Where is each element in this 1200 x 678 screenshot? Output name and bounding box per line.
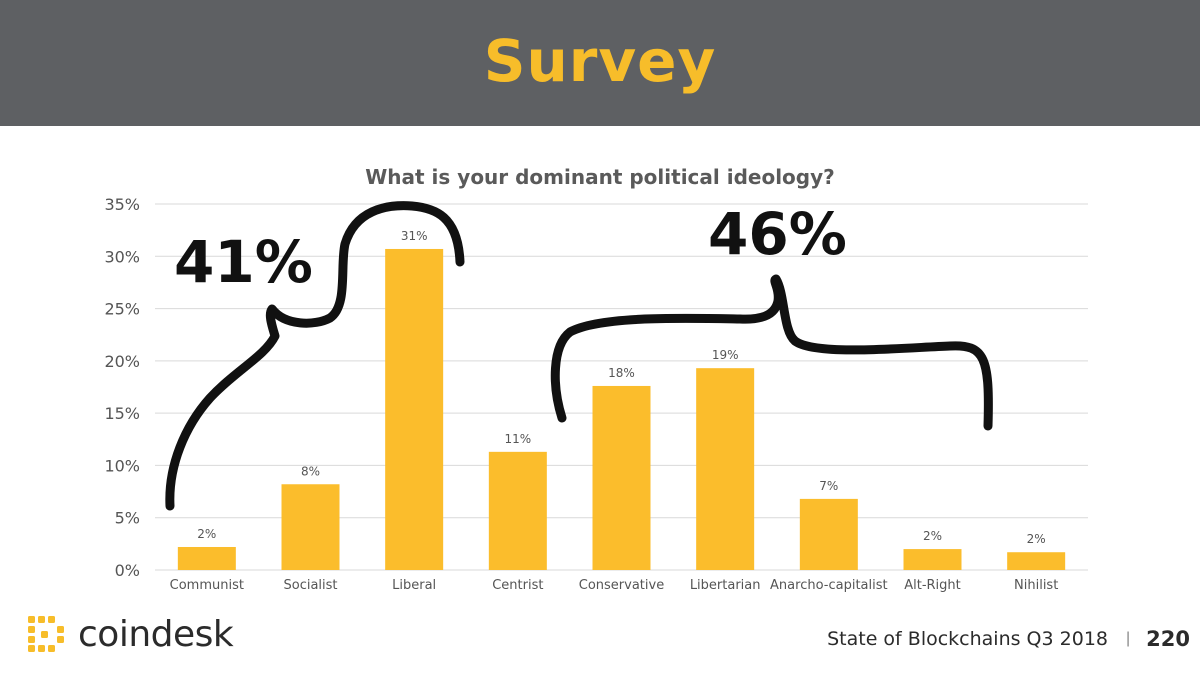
y-tick-label: 35%: [104, 195, 140, 214]
y-tick-label: 30%: [104, 247, 140, 266]
left-group-total: 41%: [174, 228, 313, 296]
brand-logo: coindesk: [26, 612, 234, 656]
x-category-label: Alt-Right: [904, 578, 961, 593]
bar-socialist: [281, 484, 340, 570]
y-tick-label: 5%: [115, 509, 140, 528]
data-label: 8%: [301, 464, 320, 478]
bar-chart: What is your dominant political ideology…: [104, 165, 1088, 593]
y-tick-label: 15%: [104, 404, 140, 423]
x-category-label: Anarcho-capitalist: [770, 578, 888, 593]
data-label: 18%: [608, 366, 635, 380]
coindesk-logo-icon: [28, 616, 64, 652]
bar-nihilist: [1007, 552, 1066, 570]
bar-alt-right: [903, 549, 962, 570]
data-label: 2%: [1027, 532, 1046, 546]
bar-conservative: [592, 385, 651, 570]
bar-libertarian: [696, 368, 755, 570]
right-group-total: 46%: [708, 200, 847, 268]
x-category-label: Liberal: [392, 578, 436, 593]
header-banner: Survey: [0, 0, 1200, 126]
chart-area: What is your dominant political ideology…: [0, 126, 1200, 606]
footer-info: State of Blockchains Q3 2018 | 220: [827, 624, 1190, 654]
footer-caption: State of Blockchains Q3 2018: [827, 628, 1108, 650]
bar-communist: [177, 546, 236, 570]
y-tick-label: 25%: [104, 300, 140, 319]
data-label: 2%: [923, 529, 942, 543]
data-label: 19%: [712, 348, 739, 362]
left-brace-stroke: [165, 201, 465, 511]
bars: [177, 248, 1066, 571]
bar-anarcho-capitalist: [799, 498, 858, 570]
x-axis-categories: Communist Socialist Liberal Centrist Conserv…: [170, 578, 1059, 593]
handwritten-braces: [165, 201, 993, 511]
footer-separator: |: [1126, 630, 1131, 647]
y-tick-label: 20%: [104, 352, 140, 371]
data-label: 31%: [401, 229, 428, 243]
bar-centrist: [488, 451, 547, 570]
data-label: 7%: [819, 479, 838, 493]
chart-title: What is your dominant political ideology…: [365, 165, 835, 189]
x-category-label: Socialist: [283, 578, 337, 593]
page-title: Survey: [483, 27, 717, 95]
data-labels: 2% 8% 31% 11% 18% 19% 7% 2% 2%: [197, 229, 1045, 546]
x-category-label: Centrist: [492, 578, 543, 593]
x-category-label: Communist: [170, 578, 244, 593]
data-label: 2%: [197, 527, 216, 541]
y-tick-label: 0%: [115, 561, 140, 580]
y-tick-label: 10%: [104, 456, 140, 475]
x-category-label: Libertarian: [690, 578, 761, 593]
brand-name: coindesk: [78, 613, 234, 655]
data-label: 11%: [504, 432, 531, 446]
y-axis-ticks: 0% 5% 10% 15% 20% 25% 30% 35%: [104, 195, 140, 580]
right-brace-stroke: [550, 274, 993, 431]
page-number: 220: [1146, 627, 1190, 651]
x-category-label: Conservative: [579, 578, 664, 593]
x-category-label: Nihilist: [1014, 578, 1058, 593]
bar-liberal: [385, 248, 444, 571]
